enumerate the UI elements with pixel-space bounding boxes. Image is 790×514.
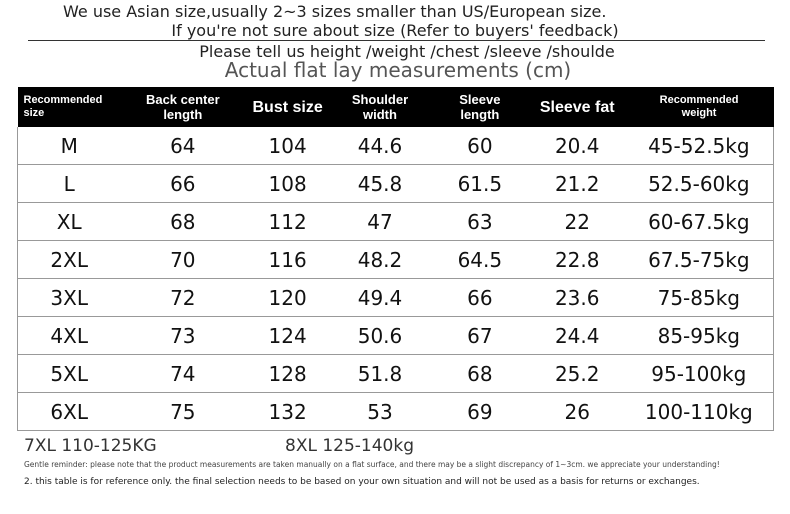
table-row: L 66 108 45.8 61.5 21.2 52.5-60kg — [17, 164, 774, 203]
table-cell: 95-100kg — [624, 354, 774, 393]
table-cell: 44.6 — [330, 127, 430, 165]
table-cell: 72 — [120, 278, 246, 317]
table-cell: 60-67.5kg — [624, 202, 774, 241]
note: 2. this table is for reference only. the… — [24, 477, 700, 487]
table-cell: 20.4 — [529, 127, 625, 165]
table-cell: 60 — [429, 127, 530, 165]
header-line: Please tell us height /weight /chest /sl… — [199, 42, 615, 61]
column-header: Sleeve length — [429, 87, 530, 127]
table-title: Actual flat lay measurements (cm) — [224, 58, 572, 82]
table-cell: 70 — [120, 240, 246, 279]
table-cell: 120 — [245, 278, 331, 317]
table-row: 4XL 73 124 50.6 67 24.4 85-95kg — [17, 316, 774, 355]
table-cell: 116 — [245, 240, 331, 279]
table-body: M 64 104 44.6 60 20.4 45-52.5kg L 66 108 45.8 61.5 2… — [17, 127, 774, 431]
table-cell: 68 — [429, 354, 530, 393]
note: Gentle reminder: please note that the pr… — [24, 460, 720, 469]
table-cell: 4XL — [17, 316, 121, 355]
table-row: 6XL 75 132 53 69 26 100-110kg — [17, 392, 774, 431]
table-cell: 21.2 — [529, 164, 625, 203]
table-cell: 124 — [245, 316, 331, 355]
table-cell: 108 — [245, 164, 331, 203]
table-cell: 61.5 — [429, 164, 530, 203]
table-cell: 48.2 — [330, 240, 430, 279]
table-cell: 23.6 — [529, 278, 625, 317]
table-cell: 63 — [429, 202, 530, 241]
table-cell: L — [17, 164, 121, 203]
table-cell: 26 — [529, 392, 625, 431]
table-cell: 132 — [245, 392, 331, 431]
table-row: XL 68 112 47 63 22 60-67.5kg — [17, 202, 774, 241]
table-cell: 45-52.5kg — [624, 127, 774, 165]
table-cell: 64.5 — [429, 240, 530, 279]
table-row: 2XL 70 116 48.2 64.5 22.8 67.5-75kg — [17, 240, 774, 279]
table-cell: 49.4 — [330, 278, 430, 317]
table-cell: 22 — [529, 202, 625, 241]
extra-size: 7XL 110-125KG — [24, 436, 157, 456]
table-cell: 68 — [120, 202, 246, 241]
divider — [28, 40, 765, 41]
table-cell: 104 — [245, 127, 331, 165]
table-cell: 50.6 — [330, 316, 430, 355]
size-table: Recommended size Back center length Bust s… — [17, 87, 774, 431]
table-cell: 5XL — [17, 354, 121, 393]
table-cell: 112 — [245, 202, 331, 241]
table-cell: 51.8 — [330, 354, 430, 393]
column-header: Recommended size — [17, 87, 121, 127]
table-cell: 3XL — [17, 278, 121, 317]
table-cell: 69 — [429, 392, 530, 431]
table-cell: 45.8 — [330, 164, 430, 203]
table-row: 5XL 74 128 51.8 68 25.2 95-100kg — [17, 354, 774, 393]
extra-size: 8XL 125-140kg — [285, 436, 415, 456]
table-cell: 85-95kg — [624, 316, 774, 355]
table-cell: 53 — [330, 392, 430, 431]
column-header: Sleeve fat — [529, 87, 625, 127]
table-cell: 67 — [429, 316, 530, 355]
table-cell: 24.4 — [529, 316, 625, 355]
column-header: Back center length — [120, 87, 246, 127]
table-row: 3XL 72 120 49.4 66 23.6 75-85kg — [17, 278, 774, 317]
table-cell: 2XL — [17, 240, 121, 279]
column-header: Shoulder width — [330, 87, 430, 127]
table-cell: 22.8 — [529, 240, 625, 279]
table-cell: 74 — [120, 354, 246, 393]
column-header: Bust size — [245, 87, 331, 127]
column-header: Recommended weight — [624, 87, 774, 127]
table-cell: 75-85kg — [624, 278, 774, 317]
table-cell: 75 — [120, 392, 246, 431]
table-cell: 47 — [330, 202, 430, 241]
table-cell: 66 — [429, 278, 530, 317]
table-cell: 25.2 — [529, 354, 625, 393]
table-cell: 6XL — [17, 392, 121, 431]
header-line: If you're not sure about size (Refer to … — [171, 21, 619, 40]
table-cell: 64 — [120, 127, 246, 165]
table-cell: 73 — [120, 316, 246, 355]
table-row: M 64 104 44.6 60 20.4 45-52.5kg — [17, 127, 774, 165]
table-cell: 128 — [245, 354, 331, 393]
table-cell: 52.5-60kg — [624, 164, 774, 203]
table-cell: 66 — [120, 164, 246, 203]
table-cell: 100-110kg — [624, 392, 774, 431]
table-cell: M — [17, 127, 121, 165]
header-line: We use Asian size,usually 2~3 sizes smal… — [63, 2, 607, 21]
table-cell: XL — [17, 202, 121, 241]
header-row: Recommended size Back center length Bust s… — [17, 87, 774, 127]
table-cell: 67.5-75kg — [624, 240, 774, 279]
